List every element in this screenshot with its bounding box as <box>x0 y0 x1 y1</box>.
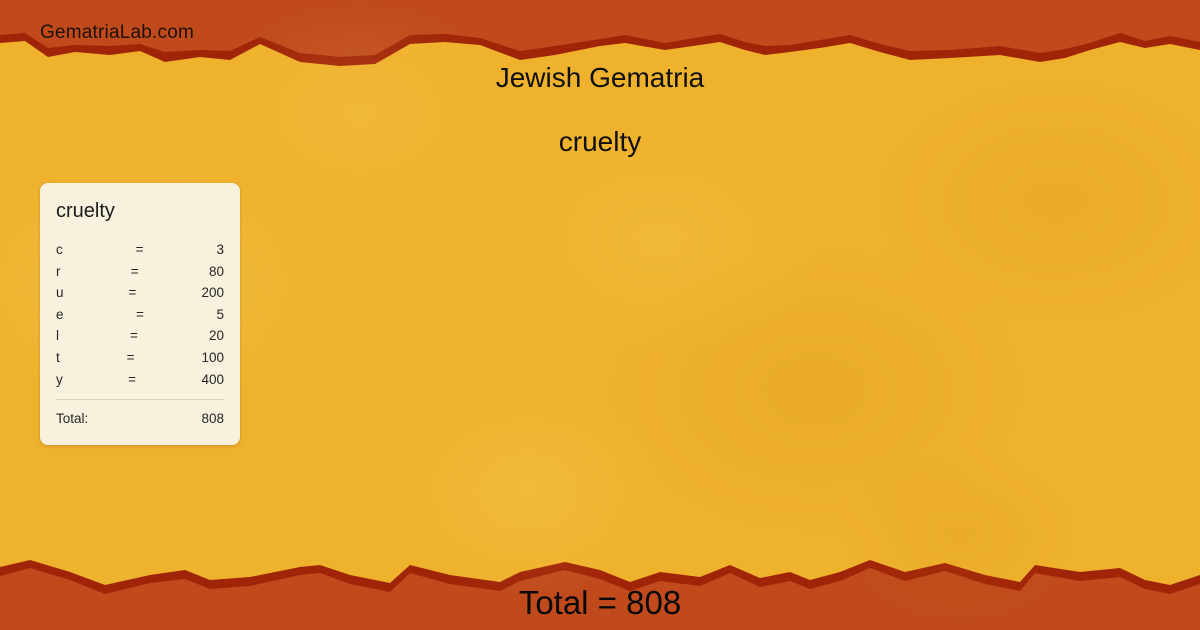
equals-sign: = <box>136 306 144 322</box>
letter: y <box>56 371 63 387</box>
total-label: Total: <box>56 411 89 427</box>
letter-value: 20 <box>208 328 224 344</box>
letter-row: e = 5 <box>56 304 224 326</box>
letter-value: 100 <box>201 349 224 365</box>
letter: e <box>56 306 64 322</box>
letter: c <box>56 242 63 257</box>
calculation-card: cruelty c = 3 r = 80 u = 200 e = 5 l = 20 t = 100 y = 400 To… <box>40 183 240 445</box>
letter-row: l = 20 <box>56 325 224 347</box>
letter-row: t = 100 <box>56 347 224 369</box>
letter-row: r = 80 <box>56 261 224 283</box>
card-divider <box>56 399 224 401</box>
total-row: Total: 808 <box>56 408 224 430</box>
letter-value: 5 <box>216 306 224 322</box>
equals-sign: = <box>128 371 137 387</box>
top-band <box>0 0 1200 57</box>
site-name: GematriaLab.com <box>40 22 195 43</box>
footer-total: Total = 808 <box>518 584 682 621</box>
equals-sign: = <box>130 263 139 279</box>
total-value: 808 <box>201 411 224 427</box>
letter-value-list: c = 3 r = 80 u = 200 e = 5 l = 20 t = 100 y = 400 <box>56 239 224 390</box>
equals-sign: = <box>126 349 135 365</box>
letter-value: 400 <box>201 371 224 387</box>
letter-row: y = 400 <box>56 369 224 391</box>
letter-row: c = 3 <box>56 239 224 261</box>
letter: l <box>56 328 59 344</box>
card-title: cruelty <box>56 200 115 222</box>
letter: t <box>56 349 60 365</box>
equals-sign: = <box>128 285 137 301</box>
letter-value: 3 <box>216 242 224 257</box>
query-word: cruelty <box>558 126 642 157</box>
equals-sign: = <box>130 328 138 344</box>
letter: u <box>56 285 64 301</box>
letter: r <box>56 263 61 279</box>
equals-sign: = <box>135 242 144 257</box>
letter-value: 80 <box>208 263 224 279</box>
page-title: Jewish Gematria <box>495 62 705 93</box>
letter-value: 200 <box>201 285 224 301</box>
letter-row: u = 200 <box>56 282 224 304</box>
bottom-band <box>0 568 1200 630</box>
